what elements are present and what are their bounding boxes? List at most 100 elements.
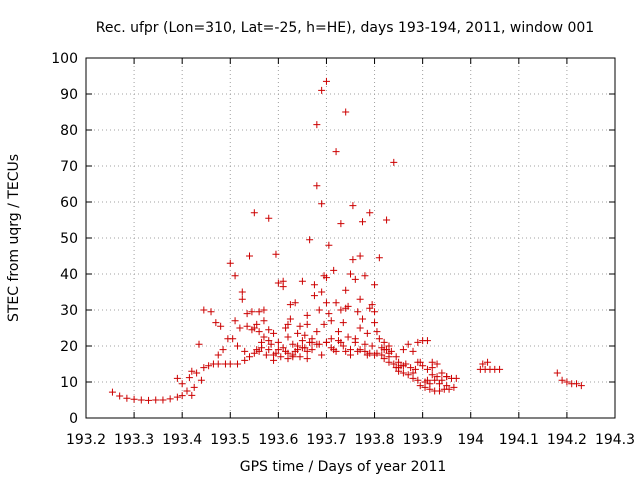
data-point xyxy=(409,369,417,377)
data-point xyxy=(214,351,222,359)
data-point xyxy=(577,382,585,390)
data-point xyxy=(325,310,333,318)
y-tick-label: 100 xyxy=(51,51,78,67)
data-point xyxy=(356,252,364,260)
data-point xyxy=(327,335,335,343)
data-point xyxy=(298,337,306,345)
data-point xyxy=(375,335,383,343)
data-point xyxy=(325,241,333,249)
data-point xyxy=(409,347,417,355)
data-point xyxy=(450,383,458,391)
data-point xyxy=(443,373,451,381)
data-point xyxy=(200,364,208,372)
data-point xyxy=(267,340,275,348)
data-point xyxy=(200,306,208,314)
data-point xyxy=(286,301,294,309)
data-point xyxy=(313,182,321,190)
x-tick-label: 194.2 xyxy=(547,432,587,448)
x-tick-label: 194.1 xyxy=(499,432,539,448)
grid-lines xyxy=(86,58,615,418)
data-point xyxy=(356,324,364,332)
y-tick-label: 70 xyxy=(60,159,78,175)
data-point xyxy=(207,308,215,316)
data-point xyxy=(438,369,446,377)
data-point xyxy=(359,315,367,323)
data-point xyxy=(342,286,350,294)
data-point xyxy=(166,395,174,403)
data-point xyxy=(226,259,234,267)
data-point xyxy=(414,358,422,366)
data-point xyxy=(371,351,379,359)
data-point xyxy=(334,328,342,336)
data-point xyxy=(332,299,340,307)
data-point xyxy=(423,365,431,373)
data-point xyxy=(351,275,359,283)
data-point xyxy=(250,324,258,332)
data-point xyxy=(282,324,290,332)
data-point xyxy=(291,299,299,307)
data-point xyxy=(416,382,424,390)
data-point xyxy=(231,272,239,280)
data-point xyxy=(332,148,340,156)
data-point xyxy=(159,396,167,404)
data-point xyxy=(188,367,196,375)
x-axis-title: GPS time / Days of year 2011 xyxy=(240,459,447,475)
x-tick-label: 193.8 xyxy=(354,432,394,448)
x-tick-label: 193.3 xyxy=(114,432,154,448)
data-point xyxy=(219,346,227,354)
data-point xyxy=(484,358,492,366)
data-point xyxy=(421,383,429,391)
data-point xyxy=(238,295,246,303)
data-point xyxy=(380,355,388,363)
data-point xyxy=(407,364,415,372)
data-point xyxy=(426,385,434,393)
data-point xyxy=(339,319,347,327)
data-point xyxy=(284,320,292,328)
data-point xyxy=(233,342,241,350)
data-point xyxy=(303,347,311,355)
data-point xyxy=(320,320,328,328)
data-point xyxy=(183,387,191,395)
data-point xyxy=(378,351,386,359)
data-point xyxy=(277,353,285,361)
data-point xyxy=(366,209,374,217)
data-point xyxy=(380,346,388,354)
data-point xyxy=(339,342,347,350)
data-point xyxy=(255,347,263,355)
data-point xyxy=(428,371,436,379)
data-point xyxy=(272,250,280,258)
data-point xyxy=(423,337,431,345)
data-point xyxy=(226,360,234,368)
data-point xyxy=(152,396,160,404)
data-point xyxy=(356,346,364,354)
data-point xyxy=(373,328,381,336)
data-point xyxy=(368,301,376,309)
data-point xyxy=(431,376,439,384)
data-point xyxy=(322,274,330,282)
data-point xyxy=(363,329,371,337)
data-point xyxy=(313,121,321,129)
data-point xyxy=(265,337,273,345)
data-point xyxy=(238,288,246,296)
data-point xyxy=(318,86,326,94)
x-tick-label: 194.3 xyxy=(595,432,635,448)
data-point xyxy=(289,340,297,348)
data-point xyxy=(212,319,220,327)
data-point xyxy=(116,392,124,400)
x-tick-label: 193.5 xyxy=(210,432,250,448)
data-point xyxy=(265,346,273,354)
data-point xyxy=(193,369,201,377)
data-point xyxy=(289,353,297,361)
data-point xyxy=(262,351,270,359)
data-point xyxy=(173,393,181,401)
data-point xyxy=(428,364,436,372)
data-point xyxy=(496,365,504,373)
data-point xyxy=(248,308,256,316)
data-point xyxy=(236,324,244,332)
data-point xyxy=(375,254,383,262)
data-point xyxy=(313,328,321,336)
x-tick-label: 193.4 xyxy=(162,432,202,448)
data-point xyxy=(274,279,282,287)
data-point xyxy=(188,391,196,399)
data-point xyxy=(404,371,412,379)
